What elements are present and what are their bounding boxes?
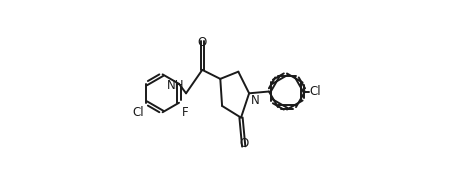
Text: Cl: Cl [132,106,143,119]
Text: Cl: Cl [309,85,321,98]
Text: NH: NH [167,79,185,92]
Text: O: O [197,36,207,49]
Text: F: F [182,106,188,119]
Text: N: N [251,94,259,107]
Text: O: O [239,137,248,150]
